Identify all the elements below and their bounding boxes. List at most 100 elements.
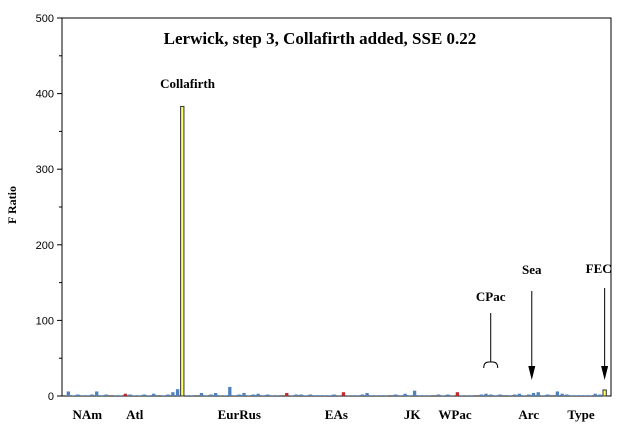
bar [436, 394, 441, 396]
annotation-label: FEC [586, 261, 612, 276]
bar [261, 395, 265, 396]
annotation-label: Collafirth [160, 76, 216, 91]
bar [541, 395, 545, 396]
bar [598, 394, 602, 396]
bar [161, 395, 166, 396]
bar [166, 394, 170, 396]
bar [360, 394, 364, 396]
bar [218, 395, 223, 396]
category-label: Arc [518, 407, 539, 422]
bar [190, 395, 194, 396]
y-axis-label: F Ratio [5, 186, 19, 224]
bar [489, 394, 493, 396]
y-tick-label: 200 [36, 240, 54, 252]
bar [289, 395, 294, 396]
chart-title: Lerwick, step 3, Collafirth added, SSE 0… [164, 29, 477, 48]
bar [422, 395, 426, 396]
category-label: Atl [126, 407, 144, 422]
bracket-icon [483, 358, 499, 369]
bar [299, 394, 303, 396]
bar [351, 395, 355, 396]
bar [446, 394, 450, 396]
category-label: EurRus [218, 407, 261, 422]
bar [327, 395, 331, 396]
bar [384, 395, 388, 396]
bar [285, 392, 289, 396]
bar [403, 393, 407, 396]
bar [308, 394, 313, 396]
bar [465, 395, 469, 396]
bar [66, 391, 71, 396]
axes: 0 100 200 300 400 500 [36, 13, 612, 403]
bar [204, 395, 208, 396]
bar [365, 392, 369, 396]
bar [569, 395, 574, 396]
bar [180, 105, 185, 397]
bar [412, 390, 417, 396]
bar [213, 392, 218, 396]
bar [237, 394, 241, 396]
y-tick-label: 0 [48, 391, 54, 403]
bar [90, 394, 94, 396]
y-tick-label: 400 [36, 89, 54, 101]
bar [76, 394, 80, 396]
bar [394, 394, 398, 396]
bar [527, 394, 531, 396]
bar [137, 395, 142, 396]
category-label: EAs [325, 407, 348, 422]
bar [508, 395, 512, 396]
bar [313, 395, 317, 396]
bar [469, 395, 474, 396]
bar [128, 394, 132, 396]
bar [199, 392, 204, 396]
bar [450, 395, 455, 396]
bar [337, 395, 341, 396]
bar [147, 395, 151, 396]
bar [223, 395, 227, 396]
bar [427, 395, 431, 396]
bar [294, 394, 298, 396]
bar [209, 394, 213, 396]
bar [555, 391, 560, 396]
annotation-label: Sea [522, 262, 542, 277]
bar [114, 395, 118, 396]
bar [460, 395, 464, 396]
bar [546, 394, 550, 396]
bar [99, 395, 104, 396]
bar [531, 392, 536, 396]
bar [565, 394, 569, 396]
bar [602, 389, 607, 397]
bar [584, 395, 588, 396]
bar [588, 395, 593, 396]
bar [104, 394, 108, 396]
arrow-head-icon [601, 366, 609, 380]
bar [322, 395, 327, 396]
bar [522, 395, 526, 396]
bar [417, 395, 421, 396]
bar [142, 394, 146, 396]
bar [512, 394, 517, 396]
bar [593, 393, 597, 396]
bar [85, 395, 89, 396]
bar [242, 392, 246, 396]
bar [118, 395, 123, 396]
bar [185, 395, 189, 396]
bar [398, 395, 403, 396]
bar [152, 393, 156, 396]
bar [123, 393, 127, 396]
bar [256, 393, 260, 396]
category-label: NAm [72, 407, 102, 422]
bar [355, 395, 360, 396]
bar [228, 386, 232, 396]
bar [341, 392, 346, 396]
bar [479, 394, 483, 396]
y-tick-label: 100 [36, 315, 54, 327]
y-tick-label: 500 [36, 13, 54, 25]
bar [370, 395, 374, 396]
bar [455, 392, 460, 396]
bar [579, 395, 583, 396]
annotation-label: CPac [476, 289, 506, 304]
bar [171, 392, 175, 396]
category-label: JK [404, 407, 422, 422]
